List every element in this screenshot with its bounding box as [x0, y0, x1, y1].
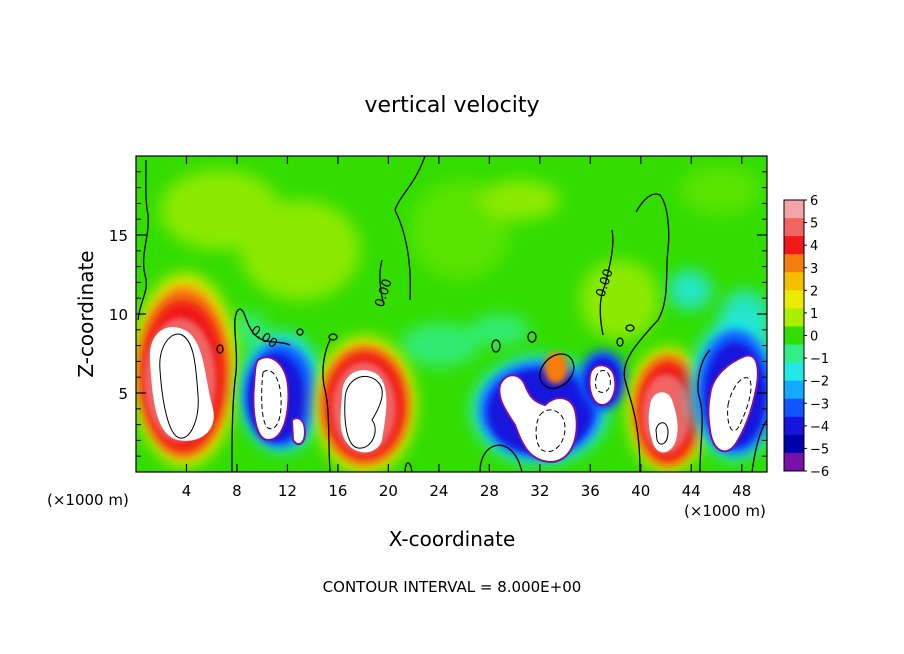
velocity-field: 0.00 0.00 0.00 — [136, 156, 767, 472]
colorbar-swatch — [784, 200, 804, 219]
weak-downdraft-areas — [232, 270, 767, 367]
downdraft-cell-4 — [472, 352, 608, 464]
colorbar-swatch — [784, 326, 804, 346]
colorbar-swatch — [784, 380, 804, 400]
zero-contours — [137, 156, 767, 472]
colorbar-swatch — [784, 236, 804, 255]
colorbar-swatch — [784, 362, 804, 382]
x-tick-label: 16 — [328, 482, 347, 500]
colorbar-tick-label: −1 — [810, 352, 829, 367]
y-axis: 5 10 15 — [109, 171, 767, 457]
updraft-cell-1 — [136, 274, 237, 466]
y-tick-label: 10 — [109, 306, 128, 324]
y-tick-label: 15 — [109, 227, 128, 245]
colorbar-swatch — [784, 398, 804, 418]
x-tick-label: 40 — [631, 482, 650, 500]
colorbar-tick-label: 2 — [810, 284, 818, 299]
x-tick-label: 24 — [429, 482, 448, 500]
x-tick-label: 44 — [682, 482, 701, 500]
colorbar-tick-label: −5 — [810, 442, 829, 457]
x-tick-label: 4 — [182, 482, 192, 500]
x-tick-label: 12 — [278, 482, 297, 500]
downdraft-cell-2 — [240, 332, 324, 452]
colorbar-swatch — [784, 452, 804, 472]
downdraft-cell-7 — [690, 320, 767, 460]
y-tick-label: 5 — [118, 385, 128, 403]
chart-title: vertical velocity — [364, 93, 539, 118]
x-tick-label: 36 — [581, 482, 600, 500]
colorbar-swatch — [784, 254, 804, 273]
x-tick-label: 48 — [732, 482, 751, 500]
colorbar-swatch — [784, 344, 804, 364]
colorbar-tick-label: 1 — [810, 307, 818, 322]
weak-updraft-areas — [160, 165, 760, 340]
x-tick-label: 28 — [480, 482, 499, 500]
contour-interval-note: CONTOUR INTERVAL = 8.000E+00 — [323, 578, 582, 596]
x-unit-right: (×1000 m) — [684, 502, 766, 520]
colorbar-tick-label: 3 — [810, 262, 818, 277]
colorbar-tick-label: −2 — [810, 375, 829, 390]
colorbar-swatch — [784, 434, 804, 454]
colorbar-tick-label: −3 — [810, 397, 829, 412]
colorbar-swatch — [784, 416, 804, 436]
colorbar-tick-label: 6 — [810, 194, 818, 209]
colorbar-tick-label: −4 — [810, 420, 829, 435]
colorbar-swatch — [784, 290, 804, 309]
downdraft-cell-5 — [579, 350, 627, 410]
x-axis-label: X-coordinate — [389, 527, 516, 551]
updraft-cell-3 — [315, 337, 415, 472]
y-axis-label: Z-coordinate — [74, 250, 98, 377]
x-tick-label: 20 — [379, 482, 398, 500]
updraft-cell-6 — [628, 348, 708, 472]
colorbar-swatch — [784, 218, 804, 237]
x-axis: 4 8 12 16 20 24 28 32 36 40 44 48 — [182, 156, 751, 500]
colorbar: 6 5 4 3 2 1 0 −1 −2 −3 −4 −5 −6 — [783, 194, 829, 480]
colorbar-tick-label: 4 — [810, 239, 818, 254]
x-tick-label: 32 — [530, 482, 549, 500]
colorbar-tick-label: 5 — [810, 217, 818, 232]
x-unit-left: (×1000 m) — [47, 491, 129, 509]
colorbar-swatch — [784, 272, 804, 291]
x-tick-label: 8 — [232, 482, 242, 500]
colorbar-tick-label: −6 — [810, 465, 829, 480]
colorbar-tick-label: 0 — [810, 330, 818, 345]
colorbar-swatch — [784, 308, 804, 327]
